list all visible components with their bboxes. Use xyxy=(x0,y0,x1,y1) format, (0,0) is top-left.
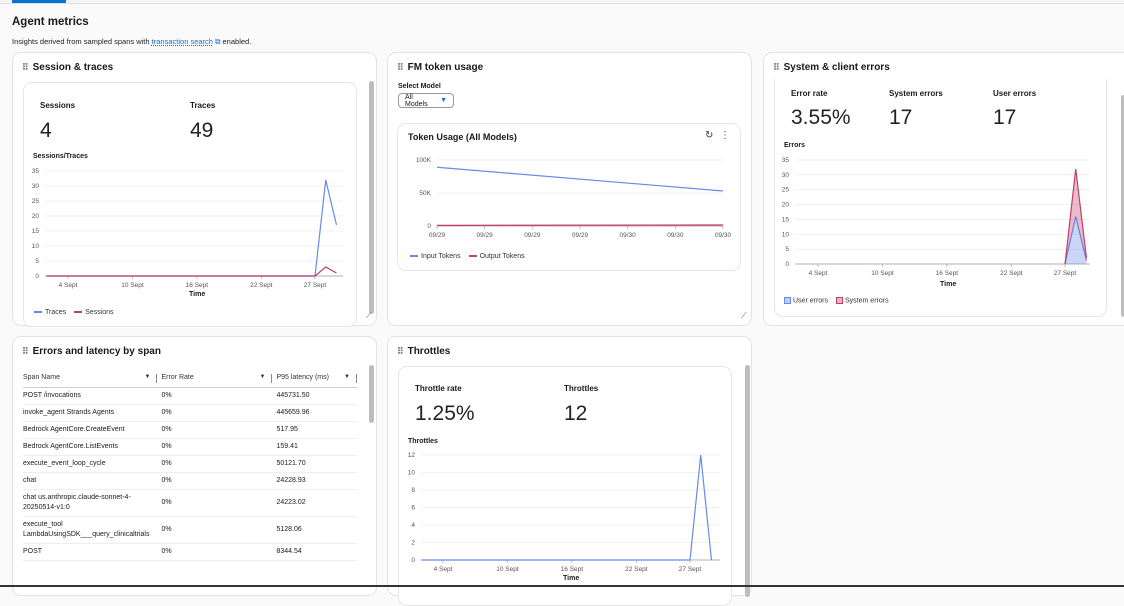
y-tick-label: 8 xyxy=(411,487,415,494)
y-tick-label: 15 xyxy=(782,216,790,223)
y-tick-label: 30 xyxy=(32,183,40,190)
y-tick-label: 5 xyxy=(35,258,39,265)
series-line-input-tokens xyxy=(437,167,723,191)
y-tick-label: 15 xyxy=(32,228,40,235)
y-tick-label: 6 xyxy=(411,505,415,512)
x-tick-label: 09/29 xyxy=(572,232,589,239)
x-tick-label: 09/29 xyxy=(477,232,494,239)
x-tick-label: 4 Sept xyxy=(434,566,453,573)
y-tick-label: 0 xyxy=(785,261,789,268)
series-line-traces xyxy=(47,180,337,276)
y-tick-label: 100K xyxy=(416,157,432,164)
x-tick-label: 22 Sept xyxy=(1000,270,1023,277)
x-tick-label: 09/30 xyxy=(715,232,732,239)
x-tick-label: 4 Sept xyxy=(809,270,828,277)
y-tick-label: 5 xyxy=(785,246,789,253)
x-tick-label: 16 Sept xyxy=(186,282,209,289)
y-tick-label: 20 xyxy=(32,213,40,220)
y-tick-label: 25 xyxy=(782,187,790,194)
y-tick-label: 2 xyxy=(411,540,415,547)
y-tick-label: 12 xyxy=(408,452,416,459)
y-tick-label: 50K xyxy=(419,190,431,197)
y-tick-label: 0 xyxy=(35,273,39,280)
x-tick-label: 16 Sept xyxy=(936,270,959,277)
x-tick-label: 4 Sept xyxy=(59,282,78,289)
x-tick-label: 09/30 xyxy=(667,232,684,239)
x-tick-label: 22 Sept xyxy=(250,282,273,289)
y-tick-label: 0 xyxy=(427,223,431,230)
y-tick-label: 10 xyxy=(408,470,416,477)
y-tick-label: 25 xyxy=(32,198,40,205)
series-line-sessions xyxy=(47,267,337,276)
x-tick-label: 16 Sept xyxy=(561,566,584,573)
y-tick-label: 10 xyxy=(782,231,790,238)
y-tick-label: 30 xyxy=(782,172,790,179)
x-tick-label: 27 Sept xyxy=(304,282,327,289)
y-tick-label: 20 xyxy=(782,202,790,209)
y-tick-label: 10 xyxy=(32,243,40,250)
y-tick-label: 0 xyxy=(411,557,415,564)
x-tick-label: 27 Sept xyxy=(1054,270,1077,277)
x-tick-label: 09/29 xyxy=(429,232,446,239)
y-tick-label: 35 xyxy=(32,168,40,175)
x-tick-label: 10 Sept xyxy=(871,270,894,277)
x-tick-label: 09/29 xyxy=(524,232,541,239)
x-tick-label: 10 Sept xyxy=(496,566,519,573)
y-tick-label: 4 xyxy=(411,522,415,529)
x-tick-label: 09/30 xyxy=(620,232,637,239)
x-tick-label: 27 Sept xyxy=(679,566,702,573)
y-tick-label: 35 xyxy=(782,157,790,164)
x-tick-label: 10 Sept xyxy=(121,282,144,289)
x-tick-label: 22 Sept xyxy=(625,566,648,573)
